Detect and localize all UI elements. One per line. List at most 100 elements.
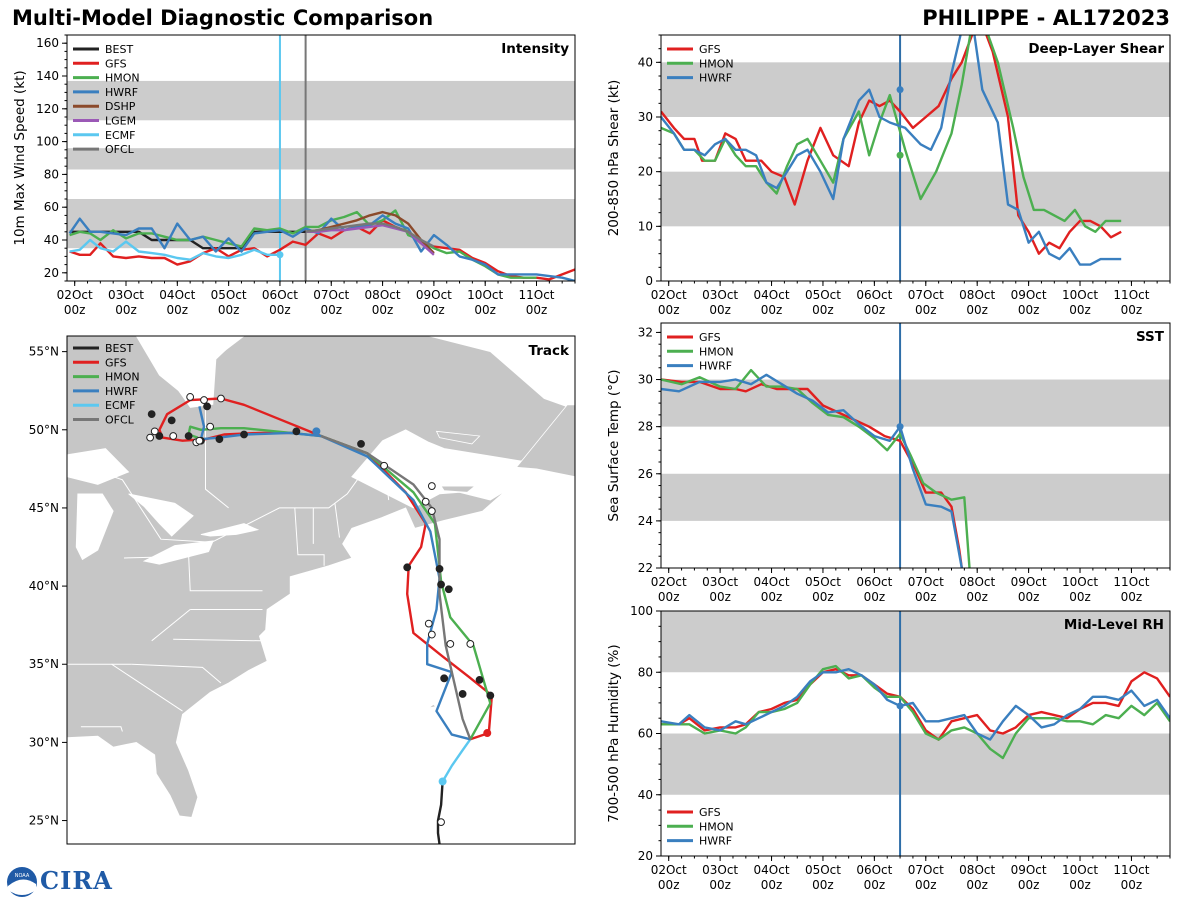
shear-xtick-day: 05Oct	[805, 288, 841, 302]
rh-xtick-hour: 00z	[658, 878, 680, 892]
shear-legend-label-gfs: GFS	[699, 43, 721, 56]
sst-xtick-day: 03Oct	[702, 575, 738, 589]
intensity-ytick-label: 20	[44, 266, 59, 280]
great-lake-1	[75, 493, 114, 561]
sst-xtick-hour: 00z	[1018, 590, 1040, 604]
shear-ytick-label: 0	[645, 274, 653, 288]
track-ecmf	[441, 738, 472, 783]
rh-xtick-hour: 00z	[812, 878, 834, 892]
shear-ytick-label: 30	[638, 110, 653, 124]
sst-xtick-hour: 00z	[709, 590, 731, 604]
shear-series-gfs	[661, 35, 1122, 255]
shear-band-1	[661, 62, 1170, 117]
cira-logo: NOAA	[7, 867, 37, 897]
shear-marker-1	[896, 151, 904, 159]
shear-xtick-day: 10Oct	[1062, 288, 1098, 302]
rh-xtick-day: 07Oct	[908, 863, 944, 877]
track-legend-label-hwrf: HWRF	[105, 385, 138, 398]
sst-xtick-day: 07Oct	[908, 575, 944, 589]
track-position-open-dot	[421, 497, 430, 506]
figure-title: Multi-Model Diagnostic Comparison	[12, 6, 434, 30]
track-ytick-label: 45°N	[29, 501, 59, 515]
track-legend-label-ofcl: OFCL	[105, 414, 135, 427]
sst-xtick-day: 05Oct	[805, 575, 841, 589]
track-position-dot	[292, 427, 301, 436]
intensity-band-1	[67, 148, 575, 170]
intensity-xtick-hour: 00z	[269, 303, 291, 317]
water-james-bay	[159, 336, 241, 408]
intensity-legend-label-best: BEST	[105, 43, 133, 56]
sst-xtick-hour: 00z	[915, 590, 937, 604]
track-position-open-dot	[200, 396, 208, 404]
track-marker-1	[438, 777, 447, 786]
shear-marker-0	[896, 86, 904, 94]
sst-xtick-day: 04Oct	[754, 575, 790, 589]
rh-series-gfs	[661, 668, 1170, 741]
boundary-line-5	[173, 638, 262, 642]
land-anticosti	[435, 430, 481, 445]
rh-xtick-day: 09Oct	[1011, 863, 1047, 877]
sst-band-0	[661, 473, 1170, 521]
sst-xtick-day: 11Oct	[1113, 575, 1149, 589]
rh-xtick-hour: 00z	[709, 878, 731, 892]
track-position-open-dot	[427, 630, 436, 639]
rh-legend-label-hwrf: HWRF	[699, 835, 732, 848]
rh-xtick-hour: 00z	[864, 878, 886, 892]
track-position-dot	[357, 439, 365, 448]
track-ytick-label: 30°N	[29, 735, 59, 749]
intensity-xtick-hour: 00z	[115, 303, 137, 317]
track-position-dot	[458, 690, 467, 698]
track-position-open-dot	[217, 394, 225, 403]
sst-marker-0	[896, 423, 904, 431]
intensity-legend-label-hmon: HMON	[105, 72, 140, 85]
sst-plot-area	[661, 323, 1170, 568]
rh-xtick-day: 05Oct	[805, 863, 841, 877]
intensity-xtick-hour: 00z	[423, 303, 445, 317]
intensity-xtick-day: 08Oct	[365, 288, 401, 302]
track-position-open-dot	[424, 619, 433, 628]
track-position-dot	[167, 416, 176, 425]
intensity-series-hwrf	[68, 214, 575, 281]
track-position-dot	[203, 402, 211, 411]
shear-legend-label-hwrf: HWRF	[699, 72, 732, 85]
intensity-legend-label-ofcl: OFCL	[105, 143, 135, 156]
rh-xtick-hour: 00z	[1069, 878, 1091, 892]
intensity-xtick-day: 11Oct	[518, 288, 554, 302]
track-position-open-dot	[427, 507, 436, 515]
sst-xtick-hour: 00z	[1121, 590, 1143, 604]
rh-legend-label-gfs: GFS	[699, 806, 721, 819]
intensity-ytick-label: 80	[44, 167, 59, 181]
shear-ylabel: 200-850 hPa Shear (kt)	[606, 80, 622, 237]
intensity-xtick-day: 04Oct	[159, 288, 195, 302]
rh-series-hmon	[661, 664, 1170, 760]
track-ytick-label: 40°N	[29, 579, 59, 593]
track-position-dot	[435, 564, 444, 573]
rh-ytick-label: 60	[638, 727, 653, 741]
rh-xtick-hour: 00z	[1121, 878, 1143, 892]
track-legend-label-best: BEST	[105, 342, 133, 355]
rh-xtick-day: 11Oct	[1113, 863, 1149, 877]
boundary-line-6	[131, 663, 222, 684]
shear-xtick-day: 11Oct	[1113, 288, 1149, 302]
intensity-xtick-day: 10Oct	[467, 288, 503, 302]
boundary-line-10	[294, 507, 325, 566]
track-position-open-dot	[380, 461, 389, 470]
rh-band-1	[661, 611, 1170, 673]
boundary-line-8	[80, 726, 123, 732]
shear-xtick-hour: 00z	[812, 303, 834, 317]
intensity-series-hmon	[69, 209, 537, 279]
intensity-xtick-hour: 00z	[64, 303, 86, 317]
rh-xtick-day: 10Oct	[1062, 863, 1098, 877]
sst-xtick-hour: 00z	[966, 590, 988, 604]
track-position-open-dot	[446, 640, 455, 648]
rh-series-hwrf	[661, 668, 1170, 741]
rh-legend-label-hmon: HMON	[699, 820, 734, 833]
intensity-xtick-hour: 00z	[218, 303, 240, 317]
track-position-dot	[184, 432, 193, 440]
sst-panel-title: SST	[1136, 329, 1165, 345]
track-panel-title: Track	[529, 343, 570, 359]
track-position-dot	[240, 430, 248, 439]
sst-band-1	[661, 379, 1170, 427]
sst-ytick-label: 32	[638, 325, 653, 339]
